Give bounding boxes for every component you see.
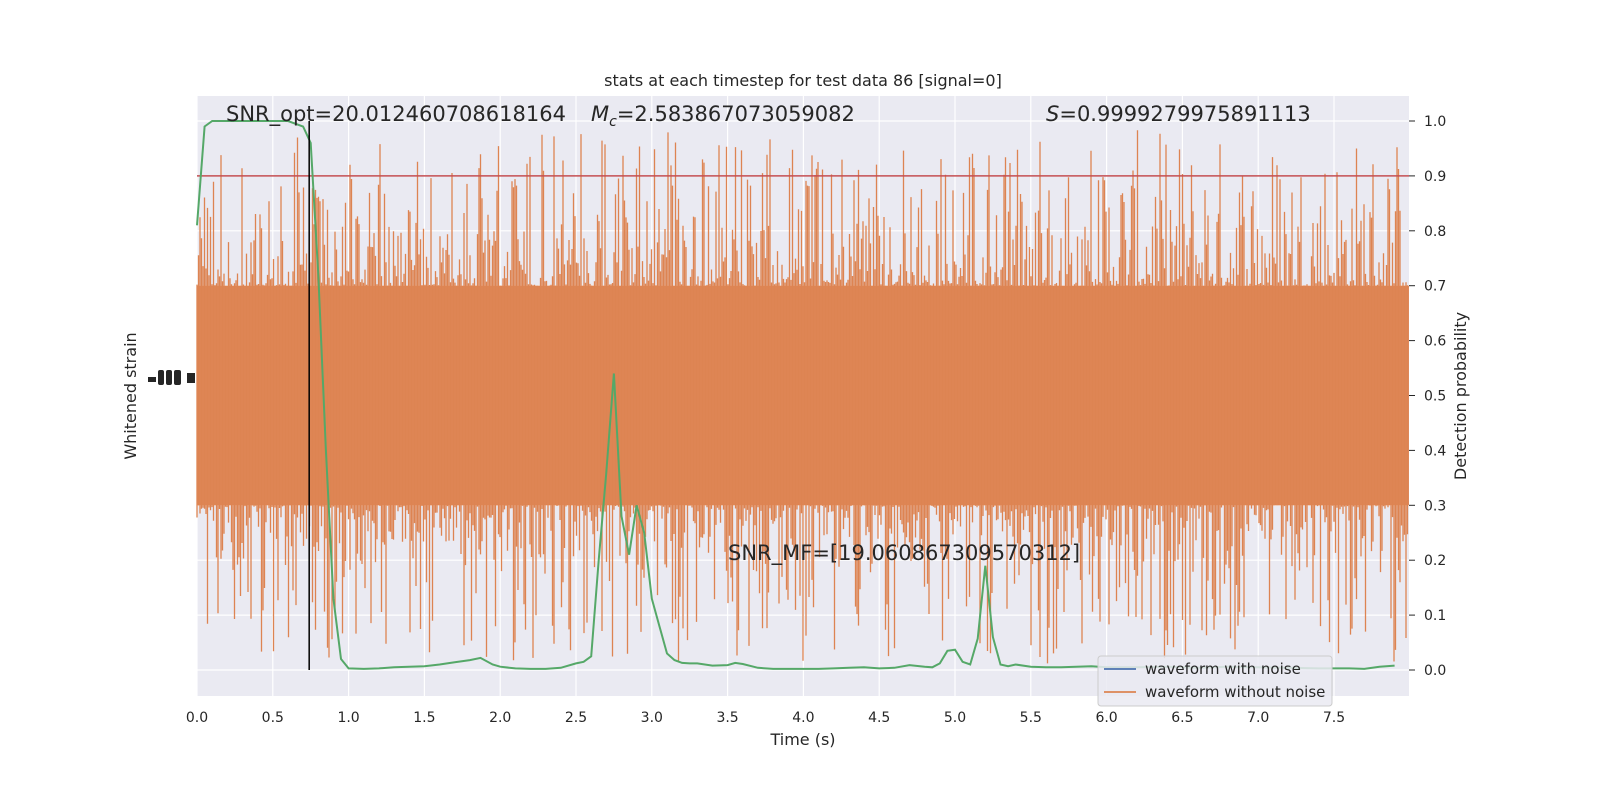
x-tick-label: 7.5 <box>1323 710 1345 726</box>
y-tick-label: 0.0 <box>1424 663 1446 679</box>
chirp-mass-subscript: c <box>609 114 617 130</box>
legend: waveform with noise waveform without noi… <box>1097 655 1333 707</box>
x-tick-label: 5.5 <box>1020 710 1042 726</box>
x-tick-label: 0.0 <box>186 710 208 726</box>
left-axis-overlapping-tick-labels <box>148 370 195 385</box>
y-tick-label: 0.6 <box>1424 334 1446 350</box>
waveform-without-noise-series <box>196 130 1409 664</box>
y-tick-label: 0.9 <box>1424 169 1446 185</box>
y-axis-right-label: Detection probability <box>1451 312 1470 480</box>
x-tick-label: 3.5 <box>716 710 738 726</box>
x-tick-label: 1.0 <box>337 710 359 726</box>
snr-mf-annotation: SNR_MF=[19.060867309570312] <box>728 541 1080 566</box>
x-tick-label: 2.0 <box>489 710 511 726</box>
x-tick-label: 7.0 <box>1247 710 1269 726</box>
y-tick-label: 0.5 <box>1424 389 1446 405</box>
x-tick-label: 4.0 <box>792 710 814 726</box>
y-tick-label: 0.2 <box>1424 553 1446 569</box>
x-tick-label: 3.0 <box>641 710 663 726</box>
x-tick-label: 0.5 <box>262 710 284 726</box>
legend-label-without-noise: waveform without noise <box>1145 683 1325 701</box>
chart-title: stats at each timestep for test data 86 … <box>604 71 1002 90</box>
s-symbol: S <box>1046 102 1059 126</box>
chirp-mass-annotation: Mc=2.583867073059082 <box>591 102 855 130</box>
legend-box <box>1097 655 1333 707</box>
x-tick-label: 6.5 <box>1171 710 1193 726</box>
x-tick-label: 5.0 <box>944 710 966 726</box>
y-tick-label: 0.1 <box>1424 608 1446 624</box>
x-tick-label: 4.5 <box>868 710 890 726</box>
detection-probability-line <box>196 120 1395 670</box>
y-axis-right: 0.0 0.1 0.2 0.3 0.4 0.5 0.6 0.7 0.8 0.9 1.0 <box>1409 114 1446 679</box>
y-axis-left-label: Whitened strain <box>121 332 140 459</box>
y-tick-label: 0.7 <box>1424 279 1446 295</box>
chirp-mass-symbol: M <box>591 102 609 126</box>
chirp-mass-value: =2.583867073059082 <box>617 102 855 126</box>
snr-opt-annotation: SNR_opt=20.012460708618164 <box>226 102 566 127</box>
x-tick-label: 1.5 <box>413 710 435 726</box>
waveform-trace <box>196 130 1409 664</box>
y-tick-label: 1.0 <box>1424 114 1446 130</box>
y-tick-label: 0.3 <box>1424 498 1446 514</box>
x-tick-label: 6.0 <box>1095 710 1117 726</box>
x-tick-label: 2.5 <box>565 710 587 726</box>
y-tick-label: 0.8 <box>1424 224 1446 240</box>
y-tick-label: 0.4 <box>1424 443 1446 459</box>
s-annotation: S=0.9999279975891113 <box>1046 102 1311 126</box>
legend-label-with-noise: waveform with noise <box>1145 660 1301 678</box>
x-axis-label: Time (s) <box>769 730 835 749</box>
x-axis: 0.0 0.5 1.0 1.5 2.0 2.5 3.0 3.5 4.0 4.5 5.0 5.5 6.0 6… <box>186 710 1345 726</box>
s-value: =0.9999279975891113 <box>1059 102 1310 126</box>
